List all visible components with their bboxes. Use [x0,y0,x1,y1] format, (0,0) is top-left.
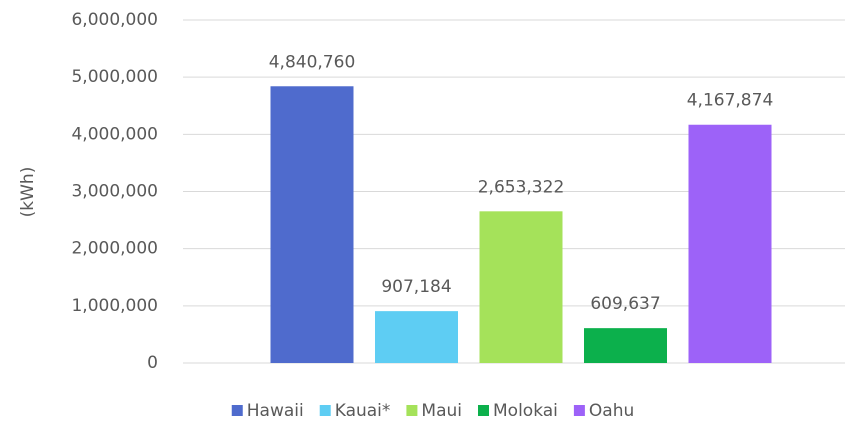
data-label: 2,653,322 [478,177,565,197]
legend-swatch [573,405,585,416]
legend-label: Hawaii [247,401,304,421]
legend-label: Molokai [493,401,558,421]
y-axis-label: (kWh) [18,167,38,218]
y-tick-label: 4,000,000 [71,124,158,144]
y-tick-label: 6,000,000 [71,10,158,30]
y-tick-label: 2,000,000 [71,239,158,259]
legend-swatch [478,405,489,416]
legend-swatch [319,405,331,416]
y-tick-label: 3,000,000 [71,182,158,202]
legend-label: Kauai* [335,401,391,421]
legend-swatch [231,405,243,416]
data-label: 4,167,874 [687,91,774,111]
y-tick-label: 1,000,000 [71,296,158,316]
legend-label: Maui [421,401,462,421]
bar [375,311,458,363]
legend-swatch [406,405,418,416]
y-tick-label: 0 [147,353,158,373]
data-label: 4,840,760 [269,52,356,72]
bar [479,211,563,363]
data-label: 609,637 [590,294,660,314]
y-tick-label: 5,000,000 [71,67,158,87]
bar [688,124,772,363]
bar [584,328,667,363]
legend-label: Oahu [589,401,634,421]
bar [270,86,354,363]
data-label: 907,184 [381,277,451,297]
